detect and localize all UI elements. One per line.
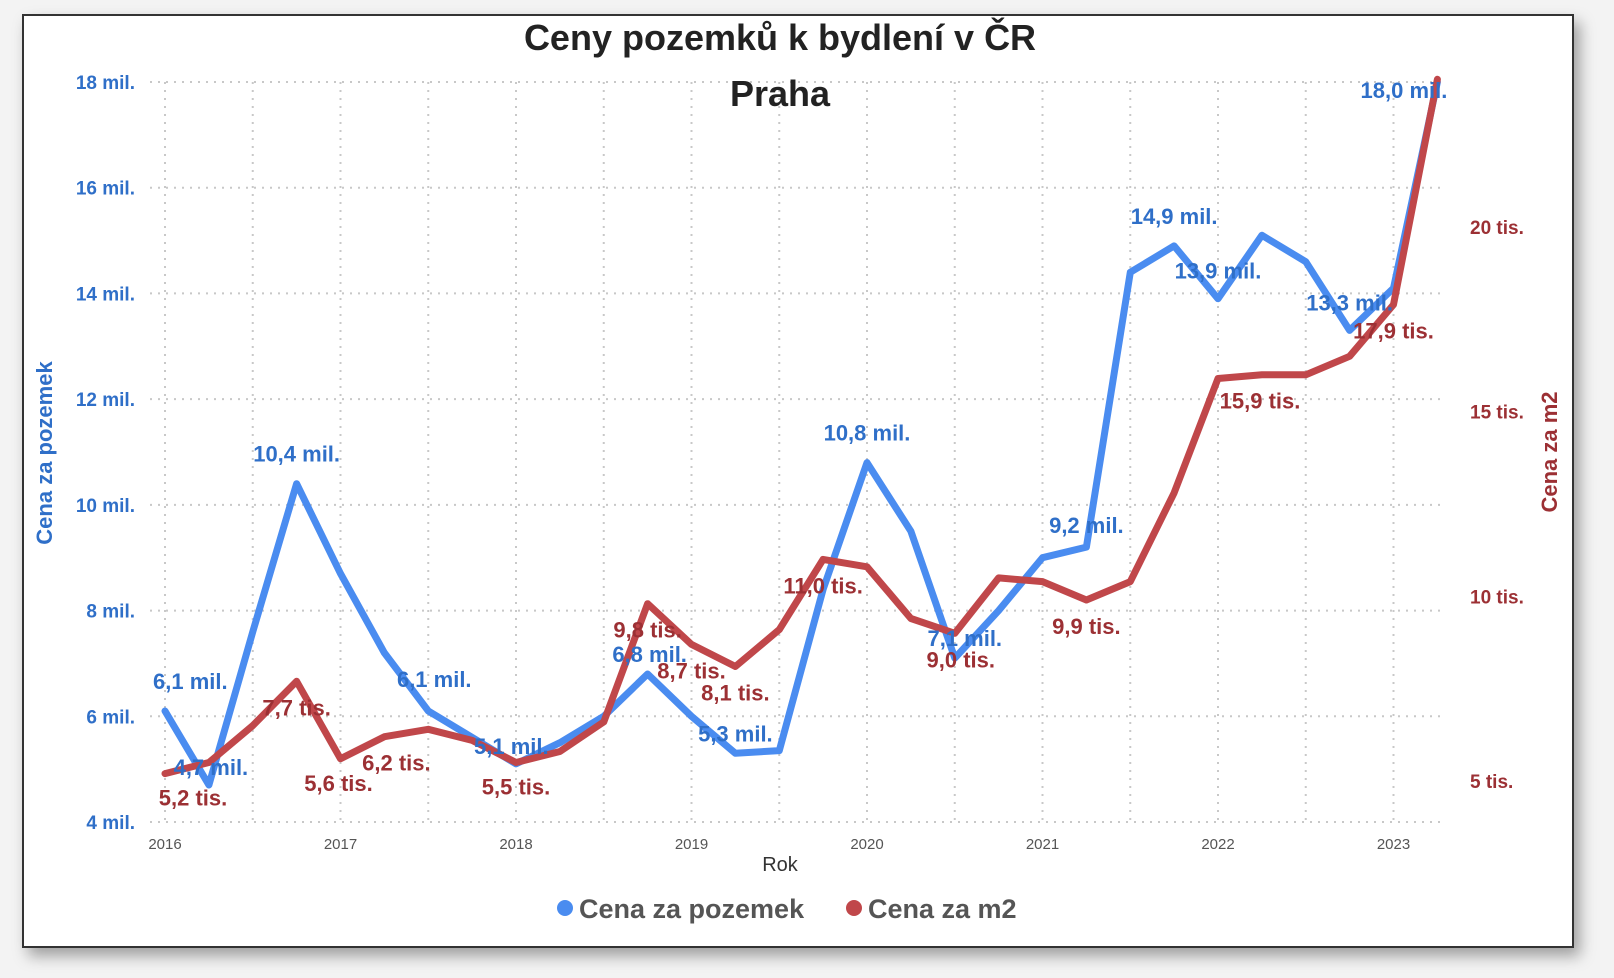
y-right-tick-label: 20 tis. bbox=[1470, 218, 1524, 239]
x-tick-label: 2016 bbox=[148, 836, 181, 853]
x-axis-ticks: 2016 2017 2018 2019 2020 2021 2022 2023 bbox=[148, 836, 1410, 853]
data-label: 14,9 mil. bbox=[1131, 204, 1218, 229]
x-tick-label: 2018 bbox=[499, 836, 532, 853]
y-right-tick-label: 15 tis. bbox=[1470, 403, 1524, 424]
legend: Cena za pozemek Cena za m2 bbox=[557, 894, 1017, 924]
y-left-tick-label: 6 mil. bbox=[86, 707, 135, 728]
data-label: 9,8 tis. bbox=[613, 618, 681, 643]
y-left-tick-label: 12 mil. bbox=[76, 390, 135, 411]
data-label: 8,7 tis. bbox=[657, 658, 725, 683]
data-label: 13,3 mil. bbox=[1306, 290, 1393, 315]
y-right-tick-label: 10 tis. bbox=[1470, 587, 1524, 608]
data-label: 6,8 mil. bbox=[612, 642, 687, 667]
data-label: 7,7 tis. bbox=[262, 695, 330, 720]
x-tick-label: 2021 bbox=[1026, 836, 1059, 853]
y-left-tick-label: 4 mil. bbox=[86, 813, 135, 834]
data-label: 5,2 tis. bbox=[159, 786, 227, 811]
data-label: 9,2 mil. bbox=[1049, 513, 1124, 538]
y-left-axis-label: Cena za pozemek bbox=[32, 361, 57, 545]
legend-label-cena-za-pozemek: Cena za pozemek bbox=[579, 894, 805, 924]
data-label: 6,1 mil. bbox=[397, 667, 472, 692]
y-left-tick-label: 14 mil. bbox=[76, 284, 135, 305]
data-label: 18,0 mil. bbox=[1361, 78, 1448, 103]
data-label: 6,1 mil. bbox=[153, 669, 228, 694]
y-right-axis-ticks: 5 tis. 10 tis. 15 tis. 20 tis. bbox=[1470, 218, 1524, 793]
y-left-tick-label: 18 mil. bbox=[76, 73, 135, 94]
data-label: 5,3 mil. bbox=[698, 721, 773, 746]
x-tick-label: 2023 bbox=[1377, 836, 1410, 853]
x-tick-label: 2020 bbox=[850, 836, 883, 853]
x-axis-label: Rok bbox=[762, 854, 799, 876]
x-tick-label: 2019 bbox=[675, 836, 708, 853]
x-tick-label: 2017 bbox=[324, 836, 357, 853]
data-label: 6,2 tis. bbox=[362, 751, 430, 776]
y-left-tick-label: 10 mil. bbox=[76, 496, 135, 517]
chart-card bbox=[22, 14, 1574, 948]
y-right-tick-label: 5 tis. bbox=[1470, 772, 1513, 793]
data-label: 13,9 mil. bbox=[1175, 259, 1262, 284]
series-line-cena-za-pozemek bbox=[161, 78, 1441, 789]
series-lines bbox=[161, 75, 1441, 789]
chart-subtitle: Praha bbox=[730, 73, 831, 114]
data-label: 8,1 tis. bbox=[701, 681, 769, 706]
x-tick-label: 2022 bbox=[1201, 836, 1234, 853]
legend-label-cena-za-m2: Cena za m2 bbox=[868, 894, 1017, 924]
chart-title: Ceny pozemků k bydlení v ČR bbox=[524, 16, 1036, 58]
y-left-tick-label: 8 mil. bbox=[86, 602, 135, 623]
data-label: 7,1 mil. bbox=[927, 626, 1002, 651]
data-label: 17,9 tis. bbox=[1353, 319, 1434, 344]
data-label: 4,7 mil. bbox=[174, 755, 249, 780]
y-left-axis-ticks: 4 mil. 6 mil. 8 mil. 10 mil. 12 mil. 14 mil. 1… bbox=[76, 73, 135, 834]
data-label: 11,0 tis. bbox=[783, 573, 863, 598]
data-label: 5,5 tis. bbox=[482, 775, 550, 800]
data-label: 9,0 tis. bbox=[927, 647, 995, 672]
data-label: 10,4 mil. bbox=[253, 442, 340, 467]
data-labels: 6,1 mil. 4,7 mil. 10,4 mil. 6,1 mil. 5,1 mil… bbox=[153, 78, 1447, 811]
data-label: 5,1 mil. bbox=[474, 734, 549, 759]
legend-marker-cena-za-pozemek bbox=[557, 900, 573, 916]
y-left-tick-label: 16 mil. bbox=[76, 179, 135, 200]
y-right-axis-label: Cena za m2 bbox=[1537, 391, 1562, 512]
data-label: 15,9 tis. bbox=[1220, 388, 1301, 413]
data-label: 10,8 mil. bbox=[824, 421, 911, 446]
data-label: 5,6 tis. bbox=[304, 771, 372, 796]
grid-lines bbox=[150, 81, 1445, 823]
legend-marker-cena-za-m2 bbox=[846, 900, 862, 916]
data-label: 9,9 tis. bbox=[1052, 614, 1120, 639]
series-line-cena-za-m2 bbox=[161, 75, 1441, 778]
